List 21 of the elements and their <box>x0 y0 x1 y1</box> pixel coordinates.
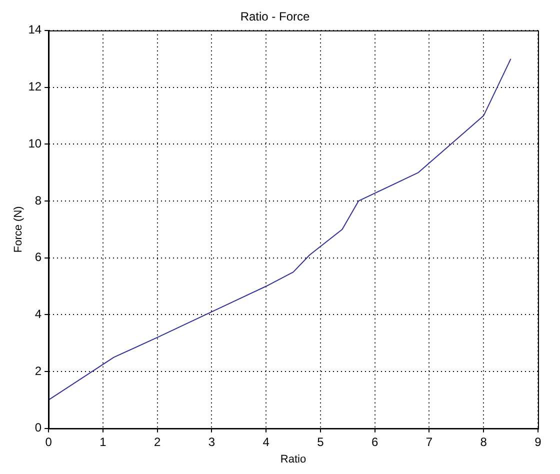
x-tick-label: 3 <box>208 434 216 449</box>
y-axis-title: Force (N) <box>12 206 25 253</box>
chart-title: Ratio - Force <box>240 10 310 24</box>
x-tick-label: 9 <box>534 434 542 449</box>
y-tick-label: 14 <box>28 22 42 37</box>
x-tick-label: 6 <box>372 434 379 449</box>
y-tick-label: 2 <box>34 364 42 378</box>
y-tick-label: 8 <box>34 193 42 208</box>
x-tick-label: 2 <box>154 434 161 449</box>
x-tick-label: 5 <box>317 434 324 449</box>
x-tick-label: 4 <box>262 434 270 449</box>
y-tick-label: 10 <box>28 136 42 150</box>
x-tick-label: 0 <box>45 434 52 449</box>
y-tick-label: 6 <box>34 250 42 264</box>
y-tick-label: 4 <box>34 307 42 321</box>
x-tick-label: 8 <box>480 434 488 449</box>
x-tick-label: 7 <box>426 434 433 449</box>
x-axis-title: Ratio <box>280 453 306 466</box>
y-tick-label: 0 <box>34 420 42 435</box>
x-tick-label: 1 <box>100 434 107 449</box>
y-tick-label: 12 <box>28 80 42 94</box>
